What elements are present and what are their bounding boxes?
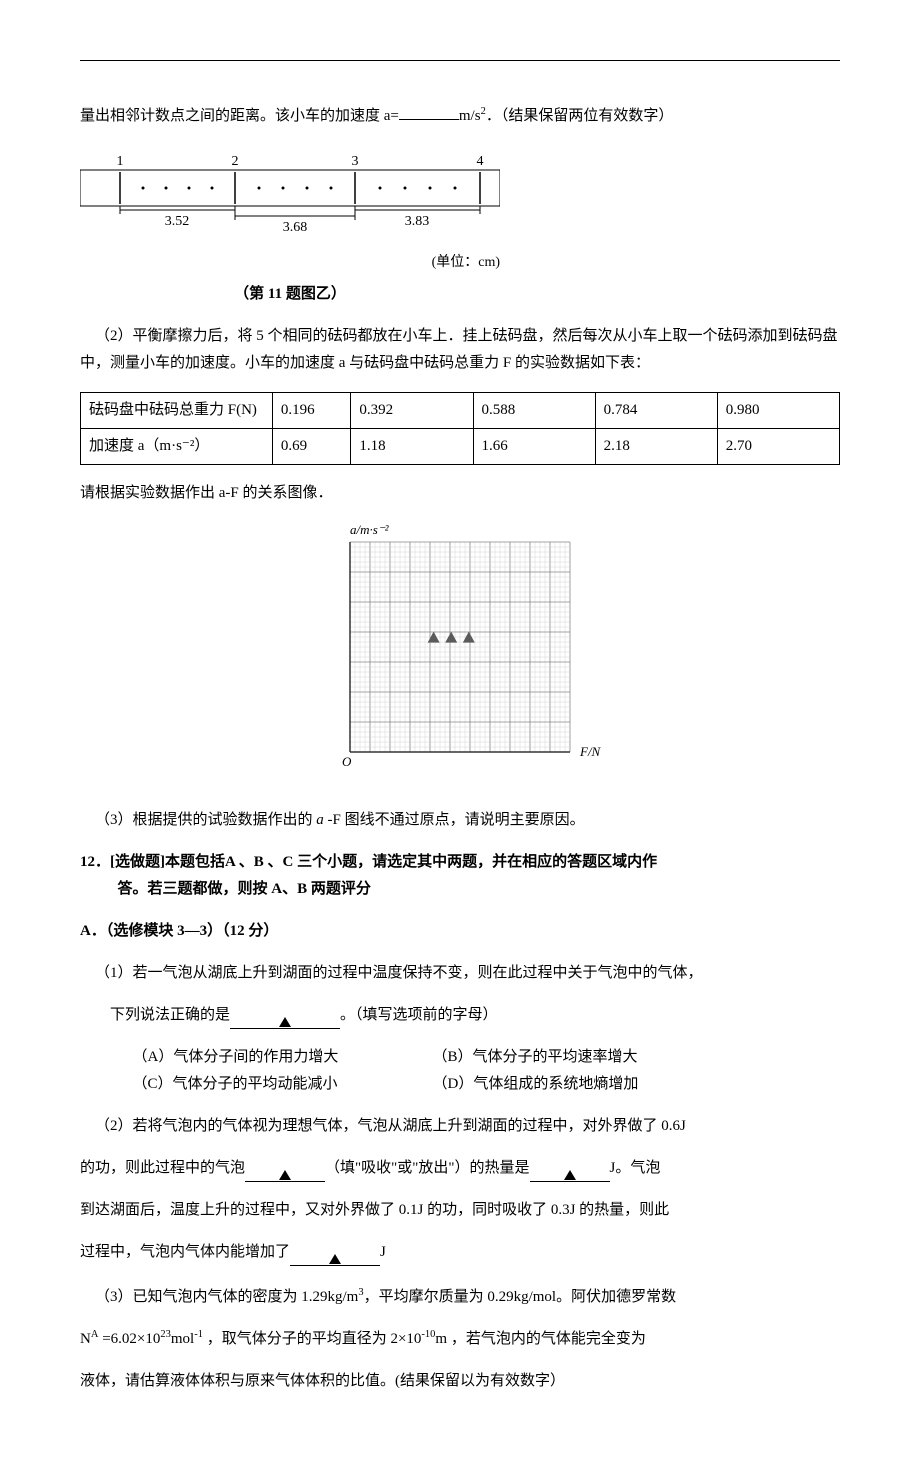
tape-tick-4: 4: [477, 154, 484, 169]
tape-tick-3: 3: [352, 154, 359, 169]
row2-header: 加速度 a（m·s⁻²）: [81, 429, 273, 465]
a2-l2: 的功，则此过程中的气泡 （填"吸收"或"放出"）的热量是 J。气泡: [80, 1155, 840, 1182]
grid-xlabel: F/N: [579, 744, 602, 759]
a2-fill3[interactable]: [290, 1247, 380, 1266]
tape-caption: （第 11 题图乙）: [80, 281, 500, 308]
tape-tick-2: 2: [232, 154, 239, 169]
blank-acceleration[interactable]: [399, 101, 459, 120]
a3-N: N: [80, 1331, 91, 1347]
grid-chart: a/m·s⁻² F/N O: [80, 522, 840, 792]
a1-line1: （1）若一气泡从湖底上升到湖面的过程中温度保持不变，则在此过程中关于气泡中的气体…: [80, 960, 840, 987]
a3-l3: 液体，请估算液体体积与原来气体体积的比值。(结果保留以为有效数字）: [80, 1368, 840, 1395]
triangle-icon: [279, 1017, 291, 1027]
a2-l1: （2）若将气泡内的气体视为理想气体，气泡从湖底上升到湖面的过程中，对外界做了 0…: [80, 1113, 840, 1140]
grid-ylabel: a/m·s⁻²: [350, 522, 390, 537]
tape-svg: 1 2 3 4 3.52 3.68 3.83: [80, 150, 500, 240]
cell: 1.18: [351, 429, 473, 465]
triangle-icon: [329, 1254, 341, 1264]
cell: 0.784: [595, 393, 717, 429]
a1-l2-pre: 下列说法正确的是: [110, 1007, 230, 1023]
intro-line: 量出相邻计数点之间的距离。该小车的加速度 a=m/s2．（结果保留两位有效数字）: [80, 101, 840, 130]
intro-pre: 量出相邻计数点之间的距离。该小车的加速度 a=: [80, 108, 399, 124]
tape-tick-1: 1: [117, 154, 124, 169]
a3-l2: NA =6.02×1023mol-1 ，取气体分子的平均直径为 2×10-10m…: [80, 1326, 840, 1353]
a3-e3: -10: [421, 1329, 435, 1340]
tape-val-3: 3.83: [405, 214, 430, 229]
option-row: （A）气体分子间的作用力增大 （B）气体分子的平均速率增大: [80, 1044, 840, 1071]
cell: 1.66: [473, 429, 595, 465]
a2-l2c: J。气泡: [610, 1160, 661, 1176]
triangle-icon: [279, 1170, 291, 1180]
a3-l1b: ，平均摩尔质量为 0.29kg/mol。阿伏加德罗常数: [364, 1289, 677, 1305]
a2-l3: 到达湖面后，温度上升的过程中，又对外界做了 0.1J 的功，同时吸收了 0.3J…: [80, 1197, 840, 1224]
table-row: 加速度 a（m·s⁻²） 0.69 1.18 1.66 2.18 2.70: [81, 429, 840, 465]
data-table: 砝码盘中砝码总重力 F(N) 0.196 0.392 0.588 0.784 0…: [80, 392, 840, 465]
a1-line2: 下列说法正确的是 。（填写选项前的字母）: [80, 1002, 840, 1029]
opt-A: （A）气体分子间的作用力增大: [133, 1044, 433, 1071]
opt-C: （C）气体分子的平均动能减小: [133, 1071, 433, 1098]
a3-l1a: （3）已知气泡内气体的密度为 1.29kg/: [95, 1289, 347, 1305]
a2-fill1[interactable]: [245, 1163, 325, 1182]
opt-B: （B）气体分子的平均速率增大: [433, 1044, 638, 1071]
a3-e1: 23: [160, 1329, 171, 1340]
grid-svg: a/m·s⁻² F/N O: [310, 522, 610, 782]
a2-l4: 过程中，气泡内气体内能增加了 J: [80, 1239, 840, 1266]
tape-figure: 1 2 3 4 3.52 3.68 3.83 (单位：cm) （第 11 题图乙…: [80, 150, 840, 308]
a3-e2: -1: [194, 1329, 203, 1340]
a3-e: m ，若气泡内的气体能完全变为: [435, 1331, 645, 1347]
a2-fill2[interactable]: [530, 1163, 610, 1182]
part3-italic: a: [316, 812, 324, 828]
tape-val-2: 3.68: [283, 220, 308, 235]
a2-l2a: 的功，则此过程中的气泡: [80, 1160, 245, 1176]
cell: 0.980: [717, 393, 839, 429]
cell: 0.392: [351, 393, 473, 429]
a3-c: mol: [171, 1331, 194, 1347]
cell: 0.196: [272, 393, 351, 429]
table-row: 砝码盘中砝码总重力 F(N) 0.196 0.392 0.588 0.784 0…: [81, 393, 840, 429]
q12-header: 12．[选做题]本题包括A 、B 、C 三个小题，请选定其中两题，并在相应的答题…: [80, 849, 840, 903]
a3-d: ，取气体分子的平均直径为 2×10: [203, 1331, 421, 1347]
option-row: （C）气体分子的平均动能减小 （D）气体组成的系统地熵增加: [80, 1071, 840, 1098]
a2-l2b: （填"吸收"或"放出"）的热量是: [325, 1160, 530, 1176]
header-rule: [80, 60, 840, 61]
row1-header: 砝码盘中砝码总重力 F(N): [81, 393, 273, 429]
a2-l4b: J: [380, 1244, 386, 1260]
a1-l2-post: 。（填写选项前的字母）: [340, 1007, 498, 1023]
a2-l4a: 过程中，气泡内气体内能增加了: [80, 1244, 290, 1260]
part3-pre: （3）根据提供的试验数据作出的: [95, 812, 316, 828]
post-table: 请根据实验数据作出 a-F 的关系图像．: [80, 480, 840, 507]
triangle-icon: [564, 1170, 576, 1180]
intro-post: ．（结果保留两位有效数字）: [486, 108, 674, 124]
part3-post: -F 图线不通过原点，请说明主要原因。: [324, 812, 585, 828]
cell: 0.69: [272, 429, 351, 465]
tape-val-1: 3.52: [165, 214, 190, 229]
a3-m: m: [347, 1289, 359, 1305]
tape-unit: (单位：cm): [80, 250, 500, 275]
cell: 0.588: [473, 393, 595, 429]
intro-unit: m/s: [459, 108, 481, 124]
a3-b: =6.02×10: [98, 1331, 160, 1347]
a1-fill[interactable]: [230, 1010, 340, 1029]
part3: （3）根据提供的试验数据作出的 a -F 图线不通过原点，请说明主要原因。: [80, 807, 840, 834]
opt-D: （D）气体组成的系统地熵增加: [433, 1071, 639, 1098]
a3-NA: A: [91, 1329, 99, 1340]
cell: 2.70: [717, 429, 839, 465]
part2-text: （2）平衡摩擦力后，将 5 个相同的砝码都放在小车上．挂上砝码盘，然后每次从小车…: [80, 323, 840, 377]
cell: 2.18: [595, 429, 717, 465]
grid-origin: O: [342, 754, 352, 769]
q12-line2: 答。若三题都做，则按 A、B 两题评分: [80, 881, 371, 897]
q12-sectionA: A．（选修模块 3—3）（12 分）: [80, 918, 840, 945]
q12-line1: 12．[选做题]本题包括A 、B 、C 三个小题，请选定其中两题，并在相应的答题…: [80, 854, 657, 870]
a3-l1: （3）已知气泡内气体的密度为 1.29kg/m3，平均摩尔质量为 0.29kg/…: [80, 1284, 840, 1311]
